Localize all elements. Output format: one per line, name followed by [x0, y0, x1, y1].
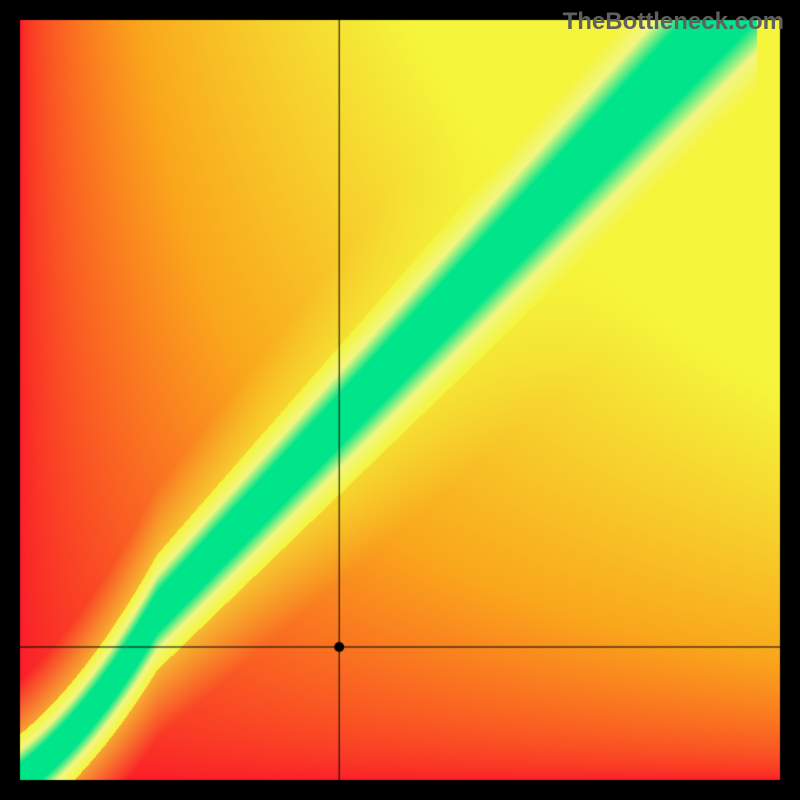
chart-container: TheBottleneck.com: [0, 0, 800, 800]
watermark-text: TheBottleneck.com: [563, 8, 784, 36]
heatmap-canvas: [0, 0, 800, 800]
